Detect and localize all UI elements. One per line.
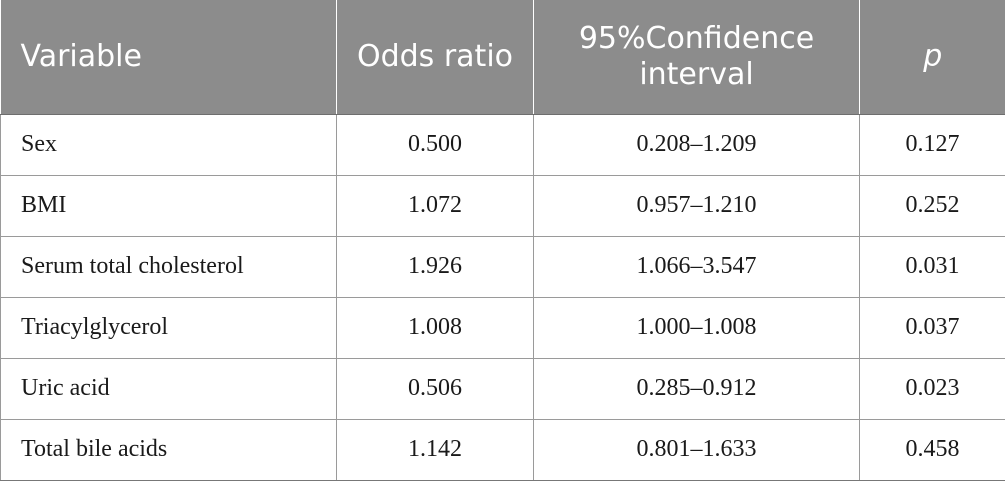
table-row: Sex 0.500 0.208–1.209 0.127: [0, 113, 1005, 176]
cell-confidence-interval: 0.957–1.210: [533, 174, 860, 237]
cell-confidence-interval: 1.000–1.008: [533, 296, 860, 359]
cell-odds-ratio: 1.008: [336, 296, 534, 359]
cell-odds-ratio: 1.142: [336, 418, 534, 481]
cell-variable: Total bile acids: [0, 418, 337, 481]
logistic-regression-table: Variable Odds ratio 95%Confidence interv…: [0, 0, 1005, 481]
cell-variable: BMI: [0, 174, 337, 237]
cell-confidence-interval: 1.066–3.547: [533, 235, 860, 298]
cell-confidence-interval: 0.801–1.633: [533, 418, 860, 481]
cell-p-value: 0.252: [859, 174, 1005, 237]
cell-p-value: 0.458: [859, 418, 1005, 481]
cell-variable: Sex: [0, 113, 337, 176]
cell-p-value: 0.031: [859, 235, 1005, 298]
cell-p-value: 0.023: [859, 357, 1005, 420]
cell-variable: Serum total cholesterol: [0, 235, 337, 298]
cell-confidence-interval: 0.208–1.209: [533, 113, 860, 176]
table-body: Sex 0.500 0.208–1.209 0.127 BMI 1.072 0.…: [0, 113, 1005, 481]
table-row: Serum total cholesterol 1.926 1.066–3.54…: [0, 235, 1005, 298]
table-row: Uric acid 0.506 0.285–0.912 0.023: [0, 357, 1005, 420]
cell-p-value: 0.127: [859, 113, 1005, 176]
table-row: BMI 1.072 0.957–1.210 0.252: [0, 174, 1005, 237]
cell-confidence-interval: 0.285–0.912: [533, 357, 860, 420]
cell-variable: Triacylglycerol: [0, 296, 337, 359]
cell-odds-ratio: 1.926: [336, 235, 534, 298]
cell-odds-ratio: 0.506: [336, 357, 534, 420]
header-odds-ratio: Odds ratio: [336, 0, 534, 115]
table-row: Total bile acids 1.142 0.801–1.633 0.458: [0, 418, 1005, 481]
cell-p-value: 0.037: [859, 296, 1005, 359]
cell-variable: Uric acid: [0, 357, 337, 420]
cell-odds-ratio: 0.500: [336, 113, 534, 176]
cell-odds-ratio: 1.072: [336, 174, 534, 237]
table-row: Triacylglycerol 1.008 1.000–1.008 0.037: [0, 296, 1005, 359]
table-header: Variable Odds ratio 95%Confidence interv…: [0, 0, 1005, 115]
header-confidence-interval: 95%Confidence interval: [533, 0, 860, 115]
header-row: Variable Odds ratio 95%Confidence interv…: [0, 0, 1005, 115]
header-variable: Variable: [0, 0, 337, 115]
header-p-value: p: [859, 0, 1005, 115]
